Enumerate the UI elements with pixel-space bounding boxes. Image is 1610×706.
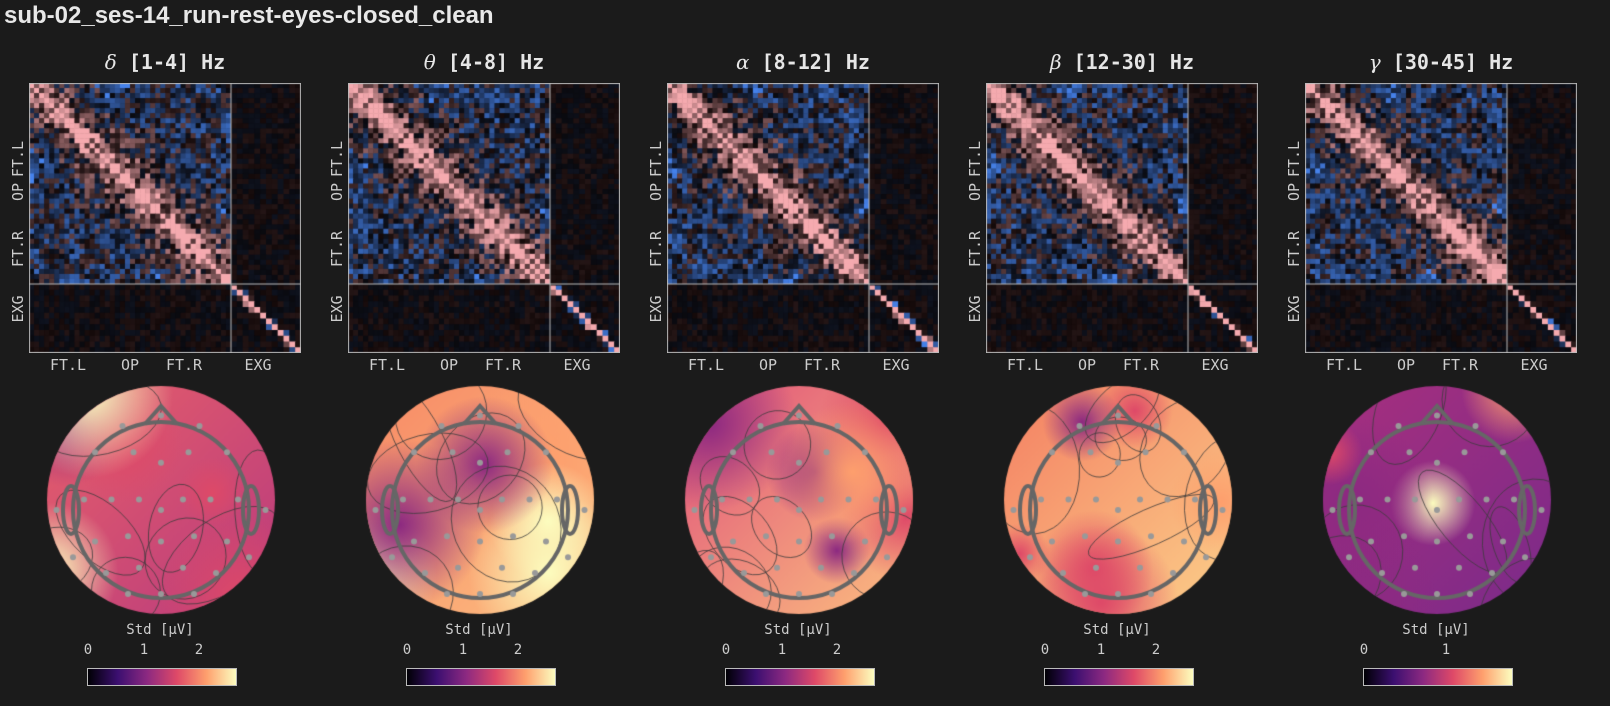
x-tick-label: EXG (244, 356, 272, 374)
topomap (1002, 384, 1234, 616)
y-tick-label: OP (9, 182, 27, 202)
y-tick-label: OP (328, 182, 346, 202)
colorbar-label: Std [μV] (764, 622, 832, 638)
y-tick-label: FT.R (1285, 230, 1303, 268)
x-tick-label: FT.L (1325, 356, 1363, 374)
colorbar-tick: 1 (458, 642, 468, 658)
colorbar (1363, 668, 1513, 686)
colorbar-tick: 2 (513, 642, 523, 658)
x-tick-label: FT.L (368, 356, 406, 374)
colorbar-tick: 1 (1096, 642, 1106, 658)
connectivity-matrix (348, 83, 620, 353)
x-tick-label: EXG (1520, 356, 1548, 374)
x-tick-label: EXG (563, 356, 591, 374)
colorbar-label: Std [μV] (1402, 622, 1470, 638)
band-panel: θ [4-8] Hz FT.L OP FT.R EXG FT.L OP FT.R EXG St… (319, 0, 638, 706)
colorbar (87, 668, 237, 686)
colorbar-tick: 1 (1441, 642, 1451, 658)
x-tick-label: EXG (1201, 356, 1229, 374)
topomap (45, 384, 277, 616)
x-tick-label: EXG (882, 356, 910, 374)
y-tick-label: EXG (966, 295, 984, 323)
colorbar-label: Std [μV] (126, 622, 194, 638)
colorbar-tick: 0 (721, 642, 731, 658)
x-tick-label: FT.R (1122, 356, 1160, 374)
colorbar (406, 668, 556, 686)
y-tick-label: FT.R (966, 230, 984, 268)
x-tick-label: FT.L (687, 356, 725, 374)
colorbar-tick: 0 (1040, 642, 1050, 658)
band-title: γ [30-45] Hz (1368, 50, 1514, 74)
y-tick-label: OP (966, 182, 984, 202)
connectivity-matrix (29, 83, 301, 353)
x-tick-label: OP (120, 356, 140, 374)
band-title: α [8-12] Hz (736, 50, 870, 74)
topomap (364, 384, 596, 616)
colorbar-tick: 1 (139, 642, 149, 658)
x-tick-label: FT.L (1006, 356, 1044, 374)
x-tick-label: FT.R (1441, 356, 1479, 374)
x-tick-label: FT.R (484, 356, 522, 374)
band-panel: α [8-12] Hz FT.L OP FT.R EXG FT.L OP FT.R EXG S… (638, 0, 957, 706)
topomap (683, 384, 915, 616)
band-panel: γ [30-45] Hz FT.L OP FT.R EXG FT.L OP FT.R EXG … (1276, 0, 1595, 706)
x-tick-label: FT.R (165, 356, 203, 374)
x-tick-label: OP (758, 356, 778, 374)
y-tick-label: EXG (328, 295, 346, 323)
colorbar-tick: 2 (832, 642, 842, 658)
colorbar-tick: 2 (194, 642, 204, 658)
connectivity-matrix (1305, 83, 1577, 353)
colorbar-tick: 0 (402, 642, 412, 658)
y-tick-label: EXG (9, 295, 27, 323)
y-tick-label: OP (1285, 182, 1303, 202)
colorbar-tick: 2 (1151, 642, 1161, 658)
colorbar-label: Std [μV] (1083, 622, 1151, 638)
colorbar-tick: 0 (83, 642, 93, 658)
y-tick-label: OP (647, 182, 665, 202)
x-tick-label: OP (439, 356, 459, 374)
x-tick-label: OP (1077, 356, 1097, 374)
band-title: β [12-30] Hz (1049, 50, 1195, 74)
y-tick-label: EXG (647, 295, 665, 323)
band-panel: δ [1-4] Hz FT.L OP FT.R EXG FT.L OP FT.R EXG St… (0, 0, 319, 706)
y-tick-label: FT.R (647, 230, 665, 268)
x-tick-label: FT.R (803, 356, 841, 374)
y-tick-label: EXG (1285, 295, 1303, 323)
x-tick-label: OP (1396, 356, 1416, 374)
x-tick-label: FT.L (49, 356, 87, 374)
connectivity-matrix (986, 83, 1258, 353)
figure-title: sub-02_ses-14_run-rest-eyes-closed_clean (4, 2, 494, 29)
band-title: δ [1-4] Hz (104, 50, 226, 74)
colorbar-tick: 1 (777, 642, 787, 658)
colorbar-tick: 0 (1359, 642, 1369, 658)
y-tick-label: FT.R (9, 230, 27, 268)
topomap (1321, 384, 1553, 616)
colorbar (725, 668, 875, 686)
colorbar-label: Std [μV] (445, 622, 513, 638)
band-panel: β [12-30] Hz FT.L OP FT.R EXG FT.L OP FT.R EXG … (957, 0, 1276, 706)
connectivity-matrix (667, 83, 939, 353)
y-tick-label: FT.R (328, 230, 346, 268)
band-title: θ [4-8] Hz (423, 50, 545, 74)
colorbar (1044, 668, 1194, 686)
